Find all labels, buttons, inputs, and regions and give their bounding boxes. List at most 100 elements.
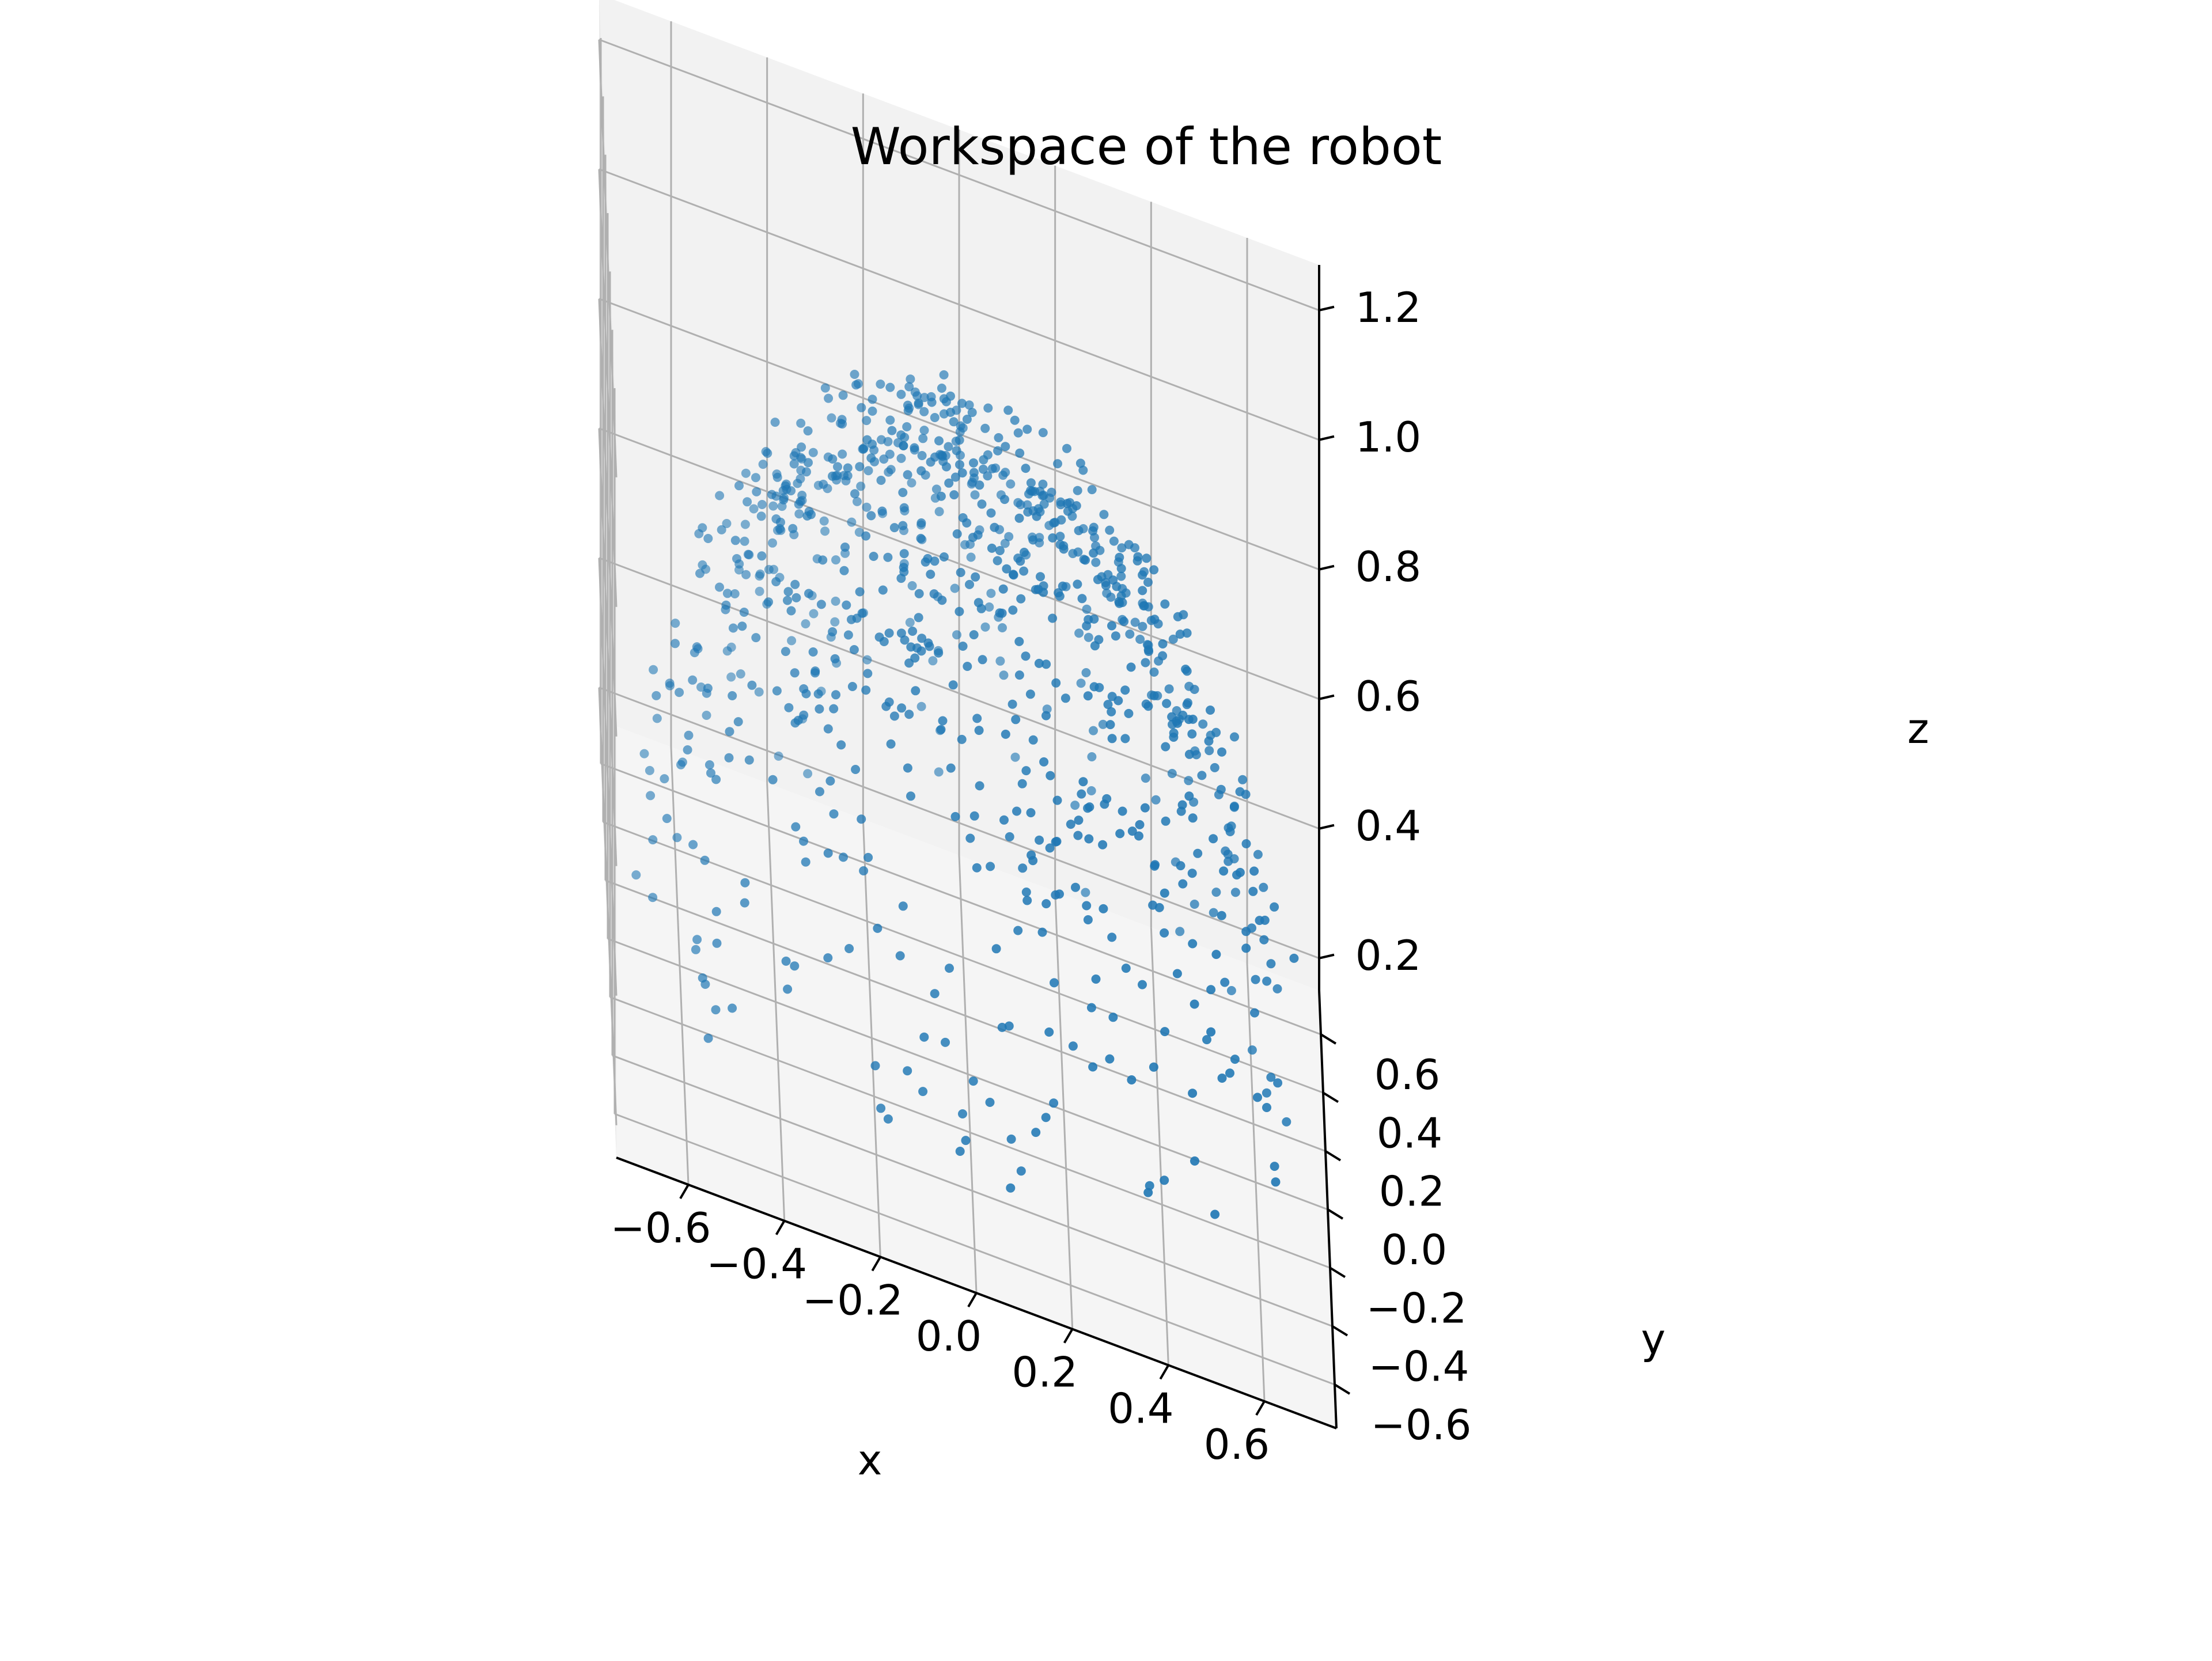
scatter-point [1027,850,1036,860]
scatter-point [1266,1072,1276,1082]
scatter-point [1001,442,1010,452]
scatter-point [1034,658,1044,668]
scatter-point [896,430,906,440]
scatter-point [850,370,859,379]
scatter-point [937,384,946,393]
scatter-point [756,511,766,521]
scatter-point [1187,729,1197,739]
scatter-point [863,669,873,678]
z-grid-side [598,298,618,737]
scatter-point [836,740,846,750]
scatter-point [914,613,923,623]
scatter-point [1055,532,1065,541]
scatter-point [1085,802,1094,812]
scatter-point [1088,1062,1098,1072]
scatter-point [703,1033,713,1043]
scatter-point [930,413,940,422]
scatter-point [721,600,731,610]
scatter-point [715,582,724,592]
scatter-point [783,587,793,597]
scatter-point [946,407,956,417]
scatter-point [639,749,649,759]
scatter-point [886,465,896,475]
x-tick-label: 0.0 [916,1312,982,1360]
scatter-point [899,563,908,572]
scatter-point [1114,597,1124,606]
scatter-point [1073,830,1083,840]
scatter-point [1111,631,1120,641]
x-tick [1255,1400,1266,1416]
scatter-point [1099,510,1109,519]
scatter-point [1071,501,1081,511]
scatter-point [928,656,938,666]
scatter-point [751,473,760,483]
scatter-point [1091,974,1101,984]
scatter-point [1051,678,1061,688]
scatter-point [904,710,914,719]
scatter-point [1046,771,1055,780]
scatter-point [1160,928,1169,938]
scatter-point [1028,486,1037,496]
scatter-point [919,1032,929,1042]
scatter-point [1047,487,1056,497]
scatter-point [741,468,751,478]
scatter-point [1138,621,1147,631]
scatter-point [979,455,988,465]
scatter-point [843,630,853,640]
scatter-point [1253,1093,1262,1102]
scatter-point [1124,540,1134,549]
scatter-point [942,462,951,472]
scatter-point [801,689,811,699]
scatter-point [1001,468,1010,477]
scatter-point [962,518,972,528]
scatter-point [1138,586,1147,596]
scatter-point [903,400,912,410]
scatter-point [1077,789,1086,799]
scatter-point [1091,558,1101,567]
scatter-point [967,408,977,418]
scatter-point [1032,511,1041,521]
scatter-point [906,642,916,652]
scatter-point [1206,985,1216,995]
scatter-point [1049,518,1059,528]
scatter-point [831,596,840,606]
scatter-point [741,570,751,579]
scatter-point [1088,526,1098,536]
y-tick-label: 0.2 [1379,1167,1445,1216]
scatter-point [851,380,861,390]
scatter-point [1175,629,1185,639]
scatter-point [877,435,886,445]
scatter-point [1044,1027,1054,1037]
scatter-point [885,415,895,425]
scatter-point [1015,448,1025,458]
scatter-point [1158,651,1168,661]
scatter-point [873,923,882,933]
scatter-point [889,711,899,721]
scatter-point [789,451,799,461]
scatter-point [1036,572,1045,582]
scatter-point [648,835,658,845]
scatter-point [786,606,796,616]
scatter-point [914,589,924,598]
scatter-point [728,691,737,700]
scatter-point [808,647,818,657]
scatter-point [809,609,819,619]
scatter-point [1083,691,1093,701]
scatter-point [1235,867,1245,877]
scatter-point [1190,1156,1199,1166]
scatter-point [838,449,847,459]
x-tick [871,1256,882,1272]
scatter-point [1154,902,1164,912]
scatter-point [1073,486,1082,495]
scatter-point [1217,1074,1227,1083]
scatter-point [987,543,997,553]
scatter-point [1138,570,1147,580]
scatter-point [1117,543,1127,553]
scatter-point [1089,548,1099,558]
scatter-point [984,602,994,612]
scatter-point [827,413,836,423]
scatter-point [1216,784,1226,794]
scatter-point [1014,670,1024,680]
scatter-point [1113,696,1123,706]
scatter-point [968,1076,978,1086]
